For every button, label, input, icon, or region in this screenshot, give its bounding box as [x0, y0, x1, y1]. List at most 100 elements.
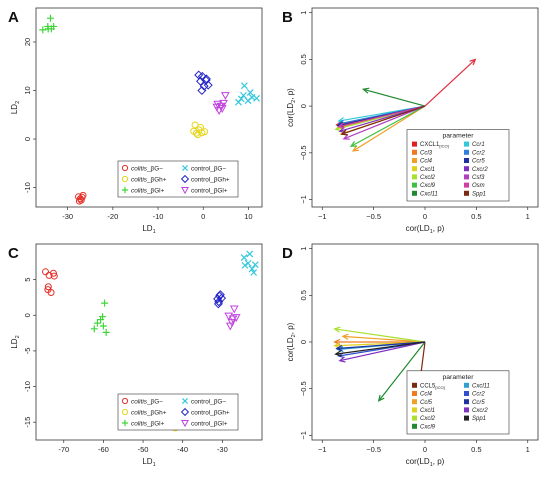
- legend-box: [406, 370, 510, 435]
- data-point: [229, 305, 239, 314]
- legend-label-name: Cxcr2: [472, 167, 488, 173]
- legend-label: Cxcr2: [472, 408, 488, 414]
- vector-line: [335, 341, 426, 355]
- y-axis-label-main: cor(LD: [286, 103, 295, 127]
- x-axis-label-end: , p): [433, 457, 445, 466]
- legend-box: [117, 160, 239, 198]
- legend-label: control_βGh+: [191, 410, 230, 417]
- data-point: [240, 254, 248, 261]
- legend-label: Spp1: [472, 191, 486, 197]
- series-control_bG_minus: [235, 82, 261, 106]
- legend-label: Ccl4: [420, 392, 433, 398]
- x-tick-label: -40: [177, 445, 188, 454]
- data-point: [44, 286, 52, 294]
- legend-swatch: [464, 166, 469, 172]
- data-point: [241, 261, 249, 269]
- y-tick-label: 0: [299, 340, 308, 344]
- legend-swatch: [412, 391, 417, 396]
- legend-swatch: [412, 415, 417, 421]
- legend-label: Cxcl1: [420, 408, 435, 414]
- legend-box: [406, 129, 510, 202]
- legend-marker: [121, 164, 129, 172]
- legend-swatch: [412, 182, 417, 188]
- legend-label: Cxcl2: [420, 416, 436, 422]
- legend-swatch: [412, 158, 417, 163]
- vector-line: [338, 105, 426, 128]
- series-control_bGl_plus: [224, 305, 241, 331]
- y-tick-label: −0.5: [299, 145, 308, 160]
- x-axis-label: cor(LD1, p): [406, 457, 445, 468]
- y-tick-label: 1: [299, 247, 308, 251]
- legend-marker: [121, 186, 129, 194]
- legend-label-rest: control_βG−: [191, 166, 226, 173]
- legend-swatch: [412, 382, 417, 388]
- vector-arrowhead: [334, 350, 342, 357]
- y-tick-label: -10: [23, 381, 32, 392]
- legend-swatch: [464, 399, 469, 405]
- legend-label: colitis_βGl+: [131, 421, 165, 428]
- legend-label-name: Spp1: [472, 191, 486, 197]
- legend-label: control_βGl+: [191, 421, 228, 428]
- legend-label-name: Cxcl11: [420, 191, 438, 197]
- data-point: [214, 107, 224, 115]
- data-point: [190, 127, 198, 135]
- data-point: [197, 86, 207, 96]
- legend-label: colitis_βGh+: [131, 410, 167, 417]
- y-tick-label: -10: [23, 182, 32, 193]
- legend-swatch: [412, 407, 417, 413]
- x-tick-label: -20: [107, 212, 118, 221]
- data-point: [79, 191, 87, 199]
- legend-swatch: [464, 391, 469, 396]
- x-axis-label-sub: 1: [153, 229, 156, 235]
- legend-marker: [121, 175, 129, 183]
- y-tick-label: 0.5: [299, 290, 308, 300]
- y-tick-label: −1: [299, 431, 308, 440]
- legend-swatch: [464, 182, 469, 188]
- data-point: [99, 313, 107, 321]
- data-point: [246, 89, 254, 96]
- legend-label-rest: control_βGl+: [191, 188, 228, 195]
- legend-label: colitis_βGl+: [131, 188, 165, 195]
- x-axis-label-main: LD: [142, 457, 152, 466]
- legend-label-rest: _βG−: [146, 166, 163, 173]
- data-point: [248, 265, 256, 273]
- legend-label-name: Cxcl1: [420, 167, 435, 173]
- data-point: [102, 328, 110, 336]
- data-point: [219, 99, 228, 108]
- vector-arrowhead: [333, 326, 341, 333]
- vector-line: [334, 328, 426, 343]
- y-axis-label-sub: 2: [291, 334, 297, 337]
- data-point: [201, 75, 211, 85]
- data-point: [199, 81, 209, 91]
- legend-label-rest: control_βGh+: [191, 410, 230, 417]
- legend-label-italic: colitis: [131, 188, 148, 195]
- x-axis-label-main: cor(LD: [406, 457, 430, 466]
- legend-marker: [121, 408, 129, 416]
- y-tick-label: 10: [23, 86, 32, 94]
- plot-frame: [35, 7, 263, 208]
- legend-label-name: CCL5: [420, 383, 436, 389]
- data-point: [231, 314, 241, 322]
- legend-label-sub: [ICO]: [439, 144, 448, 149]
- y-axis-label: cor(LD2, p): [286, 322, 297, 361]
- x-tick-label: 0: [423, 445, 427, 454]
- data-point: [217, 105, 227, 114]
- legend-label: Ccl3: [420, 150, 433, 156]
- legend-swatch: [412, 399, 417, 405]
- legend-swatch: [412, 190, 417, 196]
- data-point: [248, 93, 256, 101]
- data-point: [213, 299, 223, 309]
- y-tick-label: 0: [299, 104, 308, 108]
- legend-label: Ccr2: [472, 150, 485, 156]
- data-point: [201, 128, 209, 136]
- x-tick-label: -30: [62, 212, 73, 221]
- legend-label: CCL5[ICO]: [420, 383, 445, 390]
- vector-arrowhead: [335, 345, 343, 352]
- y-axis-label-end: , p): [286, 88, 295, 100]
- x-tick-label: -60: [98, 445, 109, 454]
- legend-label-name: Cxcl2: [420, 416, 436, 422]
- x-tick-label: 0.5: [471, 445, 481, 454]
- legend-label: Cxcl9: [420, 424, 436, 430]
- legend-swatch: [464, 174, 469, 180]
